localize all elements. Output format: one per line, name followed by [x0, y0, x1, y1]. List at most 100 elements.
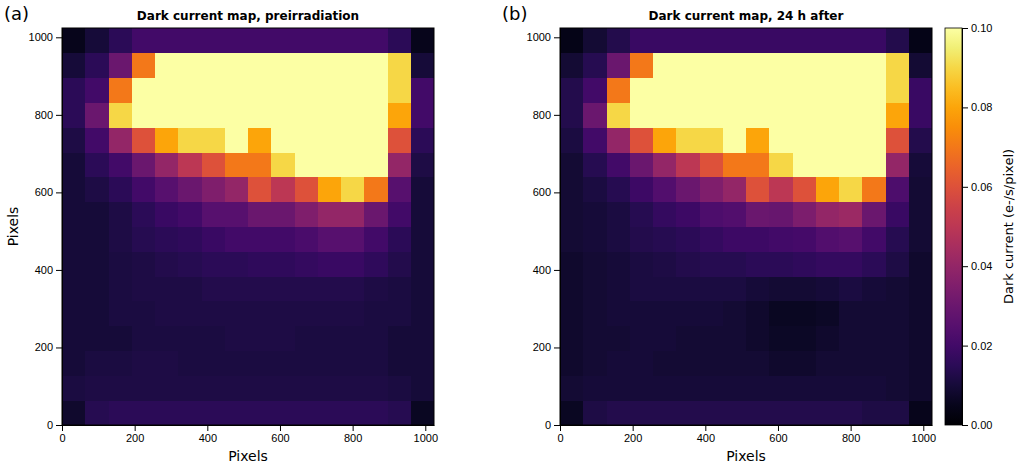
heatmap-cell	[653, 102, 677, 127]
heatmap-cell	[318, 28, 342, 53]
heatmap-cell	[583, 202, 607, 227]
heatmap-cell	[793, 301, 817, 326]
heatmap-cell	[178, 227, 202, 252]
heatmap-cell	[676, 326, 700, 351]
colorbar: 0.000.020.040.060.080.10Dark current (e-…	[945, 22, 1016, 431]
heatmap-cell	[839, 326, 863, 351]
heatmap-cell	[909, 276, 932, 301]
x-axis-title: Pixels	[228, 448, 268, 464]
heatmap-cell	[560, 375, 584, 400]
heatmap-cell	[676, 53, 700, 78]
tick-label: 800	[344, 432, 362, 444]
heatmap-cell	[109, 177, 133, 202]
heatmap-cell	[341, 276, 365, 301]
heatmap-cell	[700, 326, 724, 351]
heatmap-cell	[583, 127, 607, 152]
heatmap-cell	[225, 202, 249, 227]
heatmap-cell	[653, 276, 677, 301]
tick-mark	[56, 347, 62, 348]
heatmap-cell	[886, 251, 910, 276]
heatmap-cell	[630, 78, 654, 103]
heatmap-cell	[560, 102, 584, 127]
heatmap-cell	[700, 177, 724, 202]
heatmap-cell	[411, 28, 434, 53]
tick: 0.02	[962, 340, 992, 352]
tick-mark	[560, 425, 561, 431]
tick-mark	[62, 425, 63, 431]
heatmap-cell	[388, 227, 412, 252]
heatmap-cell	[248, 202, 272, 227]
heatmap-cell	[248, 28, 272, 53]
heatmap-cell	[248, 127, 272, 152]
heatmap-cell	[630, 53, 654, 78]
heatmap-cell	[85, 102, 109, 127]
heatmap-cell	[295, 351, 319, 376]
heatmap-cell	[85, 78, 109, 103]
heatmap-cell	[62, 53, 86, 78]
tick-label: 0	[59, 432, 65, 444]
tick-mark	[962, 187, 968, 188]
heatmap-cell	[85, 28, 109, 53]
heatmap-cell	[560, 301, 584, 326]
heatmap-cell	[653, 227, 677, 252]
heatmap-cell	[178, 152, 202, 177]
tick: 800	[344, 425, 362, 444]
heatmap-cell	[653, 351, 677, 376]
heatmap-cell	[132, 202, 156, 227]
heatmap-cell	[132, 301, 156, 326]
heatmap-cell	[109, 276, 133, 301]
heatmap-cell	[909, 127, 932, 152]
heatmap-cell	[318, 351, 342, 376]
heatmap-cell	[85, 53, 109, 78]
heatmap-cell	[85, 127, 109, 152]
heatmap-cell	[746, 127, 770, 152]
heatmap-cell	[364, 78, 388, 103]
heatmap-cell	[560, 251, 584, 276]
heatmap-cell	[769, 28, 793, 53]
heatmap-cell	[793, 127, 817, 152]
heatmap-cell	[318, 127, 342, 152]
heatmap-cell	[746, 227, 770, 252]
heatmap-cell	[155, 400, 179, 425]
heatmap-cell	[630, 375, 654, 400]
heatmap-cell	[700, 152, 724, 177]
heatmap-cell	[248, 227, 272, 252]
heatmap-cell	[560, 227, 584, 252]
heatmap-cell	[295, 326, 319, 351]
panel-label: (a)	[4, 3, 29, 24]
heatmap-cell	[62, 400, 86, 425]
heatmap-cell	[132, 375, 156, 400]
heatmap-cell	[85, 202, 109, 227]
heatmap-cell	[411, 53, 434, 78]
heatmap-cell	[583, 375, 607, 400]
heatmap-cell	[886, 152, 910, 177]
heatmap-cell	[132, 276, 156, 301]
heatmap-cell	[723, 28, 747, 53]
tick-mark	[554, 347, 560, 348]
tick-mark	[56, 425, 62, 426]
heatmap-cell	[341, 375, 365, 400]
heatmap-cell	[248, 351, 272, 376]
heatmap-cell	[85, 400, 109, 425]
heatmap-cell	[746, 326, 770, 351]
heatmap-cell	[364, 301, 388, 326]
heatmap-cell	[225, 400, 249, 425]
axis-line	[63, 425, 435, 426]
heatmap-cell	[155, 227, 179, 252]
heatmap-cell	[583, 152, 607, 177]
heatmap-cell	[886, 28, 910, 53]
heatmap-cell	[862, 28, 886, 53]
heatmap-cell	[816, 102, 840, 127]
heatmap-cell	[341, 152, 365, 177]
heatmap-cell	[700, 53, 724, 78]
heatmap-cell	[295, 53, 319, 78]
heatmap-cell	[225, 326, 249, 351]
heatmap-cell	[132, 326, 156, 351]
tick: 1000	[912, 425, 936, 444]
heatmap-cell	[202, 251, 226, 276]
heatmap-cell	[62, 127, 86, 152]
heatmap-cell	[909, 227, 932, 252]
heatmap-cell	[560, 177, 584, 202]
tick-mark	[56, 192, 62, 193]
heatmap-cell	[676, 202, 700, 227]
